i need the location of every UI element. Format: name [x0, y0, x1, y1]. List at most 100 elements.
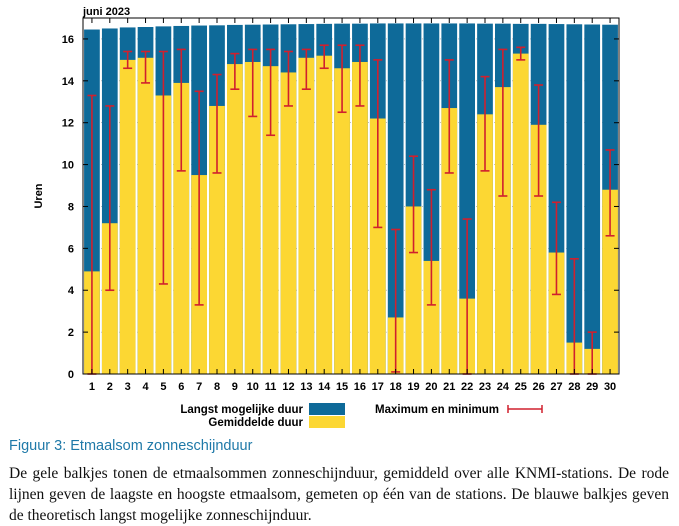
x-tick-label: 4 [142, 381, 149, 393]
min-max-range [301, 48, 311, 90]
chart-title: juni 2023 [82, 6, 130, 18]
x-tick-label: 15 [336, 381, 348, 393]
legend-label-range: Maximum en minimum [375, 404, 499, 416]
min-max-range [409, 155, 419, 254]
min-max-range [355, 44, 365, 107]
min-max-range [123, 50, 133, 70]
y-tick-label: 16 [62, 34, 74, 46]
min-max-range [551, 201, 561, 296]
x-tick-label: 22 [461, 381, 473, 393]
y-tick-label: 10 [62, 160, 74, 172]
y-tick-label: 12 [62, 118, 74, 130]
bar-average [477, 114, 493, 375]
min-max-range [212, 73, 222, 174]
x-tick-label: 6 [178, 381, 184, 393]
x-tick-label: 18 [390, 381, 402, 393]
bar-average [441, 108, 458, 374]
x-tick-label: 9 [232, 381, 238, 393]
y-tick-label: 8 [68, 201, 74, 213]
bar-average [548, 252, 565, 374]
bar-average [352, 61, 368, 374]
plot-frame [82, 17, 620, 375]
min-max-range [194, 90, 204, 306]
bar-average [495, 87, 511, 374]
min-max-range [498, 48, 508, 197]
legend-label-average: Gemiddelde duur [208, 417, 303, 429]
x-tick-label: 19 [407, 381, 419, 393]
min-max-range [516, 46, 526, 61]
min-max-range [605, 149, 615, 237]
x-tick-label: 17 [372, 381, 384, 393]
bar-average [137, 57, 154, 374]
min-max-range [534, 84, 544, 197]
x-tick-label: 20 [425, 381, 437, 393]
y-tick-label: 0 [68, 369, 74, 381]
x-tick-label: 23 [479, 381, 491, 393]
bar-average [227, 64, 243, 374]
y-tick-label: 4 [68, 285, 75, 297]
min-max-range [230, 52, 240, 90]
min-max-range [176, 48, 186, 172]
x-tick-label: 2 [107, 381, 113, 393]
min-max-ranges [87, 44, 615, 375]
bar-average [173, 82, 190, 374]
figure-title: Figuur 3: Etmaalsom zonneschijnduur [9, 438, 253, 454]
bar-average [298, 57, 315, 374]
x-tick-label: 25 [515, 381, 527, 393]
legend-range-symbol [507, 405, 543, 413]
min-max-range [444, 59, 454, 174]
x-tick-label: 12 [282, 381, 294, 393]
min-max-range [158, 50, 168, 285]
legend: Langst mogelijke duur Gemiddelde duur Ma… [180, 403, 543, 429]
min-max-range [283, 50, 293, 107]
min-max-range [337, 44, 347, 114]
legend-swatch-longest [309, 403, 345, 415]
min-max-range [426, 188, 436, 306]
bar-average [316, 55, 333, 374]
y-tick-label: 6 [68, 243, 74, 255]
bar-average [512, 53, 529, 374]
bar-average [369, 118, 386, 375]
bar-average [119, 59, 136, 374]
min-max-range [105, 105, 115, 292]
grid-lines [83, 38, 619, 333]
x-tick-label: 5 [160, 381, 166, 393]
bar-longest-possible [387, 23, 404, 375]
x-tick-label: 27 [550, 381, 562, 393]
x-tick-label: 28 [568, 381, 580, 393]
bar-average [262, 66, 279, 374]
bar-average [334, 68, 350, 375]
x-tick-label: 1 [89, 381, 95, 393]
y-tick-label: 14 [62, 76, 75, 88]
x-tick-label: 14 [318, 381, 331, 393]
min-max-range [248, 48, 258, 118]
bar-average [423, 260, 440, 374]
x-tick-label: 3 [125, 381, 131, 393]
y-tick-label: 2 [68, 327, 74, 339]
bar-longest-possible [584, 24, 601, 375]
min-max-range [319, 44, 329, 70]
legend-swatch-average [309, 416, 345, 428]
bar-average [244, 61, 261, 374]
x-tick-label: 24 [497, 381, 510, 393]
bar-longest-possible [566, 24, 583, 375]
figure-caption: De gele balkjes tonen de etmaalsommen zo… [9, 465, 669, 524]
x-tick-label: 7 [196, 381, 202, 393]
bar-average [530, 124, 547, 374]
bar-average [405, 206, 422, 374]
x-tick-label: 10 [247, 381, 259, 393]
bar-average [280, 72, 297, 375]
x-tick-label: 13 [300, 381, 312, 393]
x-tick-label: 26 [532, 381, 544, 393]
min-max-range [141, 50, 151, 84]
x-tick-label: 16 [354, 381, 366, 393]
min-max-range [480, 75, 490, 172]
legend-label-longest: Langst mogelijke duur [180, 404, 303, 416]
min-max-range [266, 48, 276, 137]
min-max-range [373, 59, 383, 229]
x-tick-label: 29 [586, 381, 598, 393]
x-tick-label: 30 [604, 381, 616, 393]
x-tick-label: 21 [443, 381, 455, 393]
